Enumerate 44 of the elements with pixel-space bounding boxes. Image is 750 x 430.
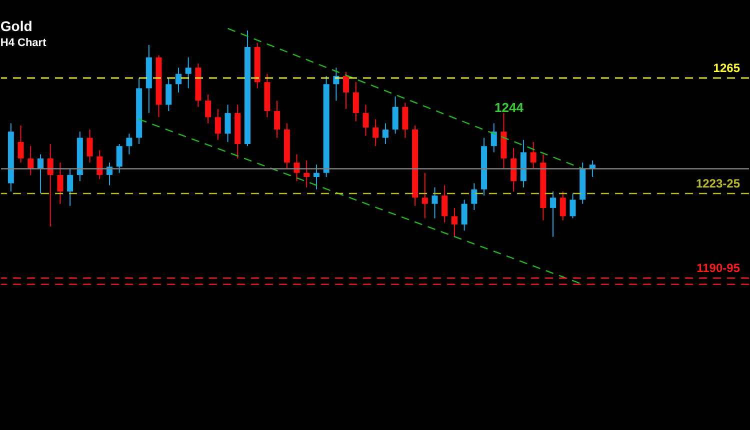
candlestick (432, 186, 438, 219)
text: H4 Chart (0, 37, 47, 49)
candlestick (490, 122, 497, 153)
candlestick (214, 108, 221, 140)
annotation: 1190-95 (696, 261, 740, 276)
candlestick (372, 118, 379, 147)
annotation: 1265 (713, 60, 740, 75)
candlestick (382, 122, 388, 144)
candlestick (442, 184, 448, 223)
candlestick (510, 148, 517, 192)
chart-title: Gold (0, 18, 32, 34)
candlestick (352, 82, 359, 122)
candlestick (185, 56, 192, 89)
candlestick (175, 67, 182, 93)
candlestick (313, 164, 320, 190)
candlestick (205, 94, 212, 124)
candlestick (126, 133, 132, 155)
candlestick (274, 100, 280, 138)
candlestick (530, 141, 536, 170)
candlestick (422, 172, 428, 219)
candlestick (570, 193, 576, 219)
candlestick (304, 160, 310, 188)
candlestick (96, 150, 103, 180)
candlestick (471, 182, 478, 211)
annotation: 1223-25 (696, 176, 740, 191)
candlestick (116, 144, 122, 174)
candlestick (47, 144, 54, 228)
candlestick (402, 102, 408, 138)
candlestick (550, 190, 556, 238)
candlestick (392, 96, 398, 134)
candlestick (28, 146, 34, 176)
candlestick (224, 104, 231, 142)
annotation: 1244 (494, 100, 524, 115)
candlestick (37, 154, 44, 194)
candlestick (362, 104, 369, 136)
candlestick (461, 199, 468, 232)
candlestick (18, 124, 24, 164)
candlestick (166, 77, 172, 112)
candlestick (57, 162, 64, 204)
candlestick (451, 207, 458, 238)
candlestick (86, 129, 93, 164)
candlestick (560, 190, 566, 221)
candlestick (343, 71, 350, 110)
candlestick (67, 168, 74, 206)
